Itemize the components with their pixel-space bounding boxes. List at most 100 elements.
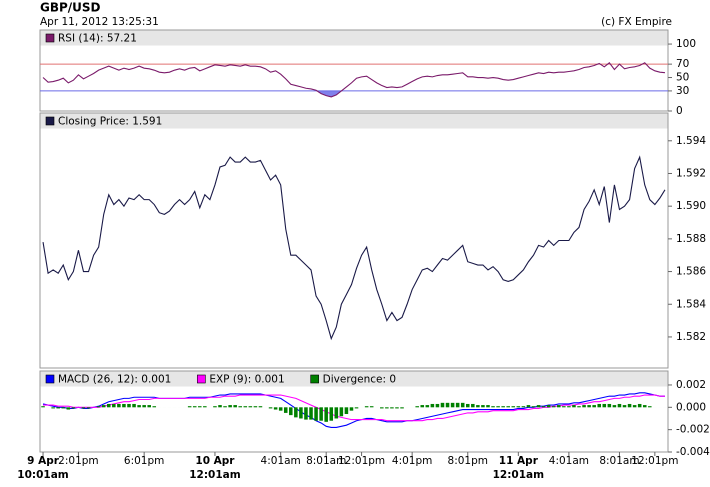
divergence-bar (395, 407, 399, 409)
plot (42, 155, 666, 341)
legend-swatch (197, 374, 206, 384)
legend-strip (40, 113, 668, 129)
divergence-bar (132, 403, 136, 408)
divergence-bar (516, 406, 521, 408)
divergence-bar (354, 407, 359, 409)
timestamp: Apr 11, 2012 13:25:31 (40, 16, 159, 28)
divergence-bar (385, 407, 389, 409)
plot (40, 62, 668, 98)
divergence-bar (642, 405, 647, 408)
x-tick-label: 6:01pm (124, 455, 164, 467)
y-tick-label: 1.594 (676, 135, 706, 147)
divergence-bar (319, 407, 323, 421)
divergence-bar (309, 407, 313, 420)
divergence-bar (622, 405, 627, 408)
legend-swatch (45, 116, 55, 126)
divergence-bar (455, 402, 460, 408)
divergence-bar (364, 406, 369, 408)
series-line (42, 392, 665, 428)
divergence-bar (278, 407, 283, 411)
divergence-bar (536, 405, 541, 408)
divergence-bar (425, 405, 430, 408)
y-tick-label: 100 (676, 38, 696, 50)
divergence-bar (369, 406, 374, 408)
divergence-bar (380, 407, 384, 409)
divergence-bar (283, 407, 288, 413)
divergence-bar (112, 403, 116, 408)
legend-label: Closing Price: 1.591 (58, 116, 162, 128)
divergence-bar (551, 406, 556, 408)
legend-label: Divergence: 0 (323, 374, 396, 386)
legend-swatch (45, 374, 55, 384)
x-tick-label: 4:01am (261, 455, 301, 467)
divergence-bar (228, 405, 232, 408)
y-tick-label: 1.592 (676, 167, 706, 179)
divergence-bar (587, 405, 591, 408)
divergence-bar (476, 405, 480, 408)
divergence-bar (415, 406, 419, 408)
legend-label: RSI (14): 57.21 (58, 33, 137, 45)
y-tick-label: 0 (676, 105, 683, 117)
divergence-bar (334, 407, 339, 419)
divergence-bar (289, 407, 293, 416)
x-tick-label: 9 Apr 10:01am (17, 455, 69, 481)
divergence-bar (324, 407, 328, 422)
y-tick-label: 0.002 (676, 379, 706, 391)
divergence-bar (223, 406, 227, 408)
series-line (43, 394, 665, 422)
divergence-bar (248, 406, 253, 408)
divergence-bar (511, 406, 516, 408)
y-tick-label: 30 (676, 85, 689, 97)
y-tick-label: 50 (676, 72, 689, 84)
divergence-bar (435, 403, 440, 408)
y-tick-label: 1.584 (676, 298, 706, 310)
divergence-bar (562, 406, 566, 408)
divergence-bar (481, 405, 485, 408)
x-tick-label: 8:01pm (448, 455, 488, 467)
x-tick-label: 8:01am (306, 455, 346, 467)
divergence-bar (531, 406, 536, 408)
divergence-bar (294, 407, 298, 418)
credit: (c) FX Empire (601, 16, 672, 28)
divergence-bar (541, 406, 546, 408)
divergence-bar (122, 403, 126, 408)
y-tick-label: 1.588 (676, 233, 706, 245)
divergence-bar (420, 405, 425, 408)
divergence-bar (253, 406, 258, 408)
divergence-bar (198, 406, 202, 408)
divergence-bar (147, 405, 151, 408)
divergence-bar (152, 406, 157, 408)
divergence-bar (390, 407, 394, 409)
panel (39, 112, 669, 369)
divergence-bar (648, 406, 652, 408)
divergence-bar (96, 406, 101, 408)
legend-strip (40, 30, 668, 46)
y-tick-label: -0.004 (676, 446, 710, 458)
divergence-bar (187, 406, 192, 408)
divergence-bar (632, 405, 637, 408)
divergence-bar (213, 406, 217, 408)
divergence-bar (203, 406, 207, 408)
divergence-bar (627, 403, 632, 408)
divergence-bar (127, 403, 131, 408)
divergence-bar (66, 407, 71, 410)
divergence-bar (41, 406, 45, 408)
divergence-bar (233, 405, 237, 408)
divergence-bar (299, 407, 303, 419)
divergence-bar (349, 407, 354, 411)
divergence-bar (218, 405, 222, 408)
series-line (42, 155, 666, 341)
y-tick-label: 1.582 (676, 331, 706, 343)
divergence-bar (491, 406, 495, 408)
divergence-bar (430, 403, 435, 408)
y-tick-label: 1.590 (676, 200, 706, 212)
legend-label: EXP (9): 0.001 (209, 374, 284, 386)
x-tick-label: 2:01pm (58, 455, 98, 467)
y-tick-label: -0.002 (676, 424, 710, 436)
legend-label: MACD (26, 12): 0.001 (58, 374, 171, 386)
divergence-bar (71, 407, 76, 409)
x-tick-label: 4:01pm (392, 455, 432, 467)
divergence-bar (465, 403, 470, 408)
divergence-bar (526, 405, 531, 408)
